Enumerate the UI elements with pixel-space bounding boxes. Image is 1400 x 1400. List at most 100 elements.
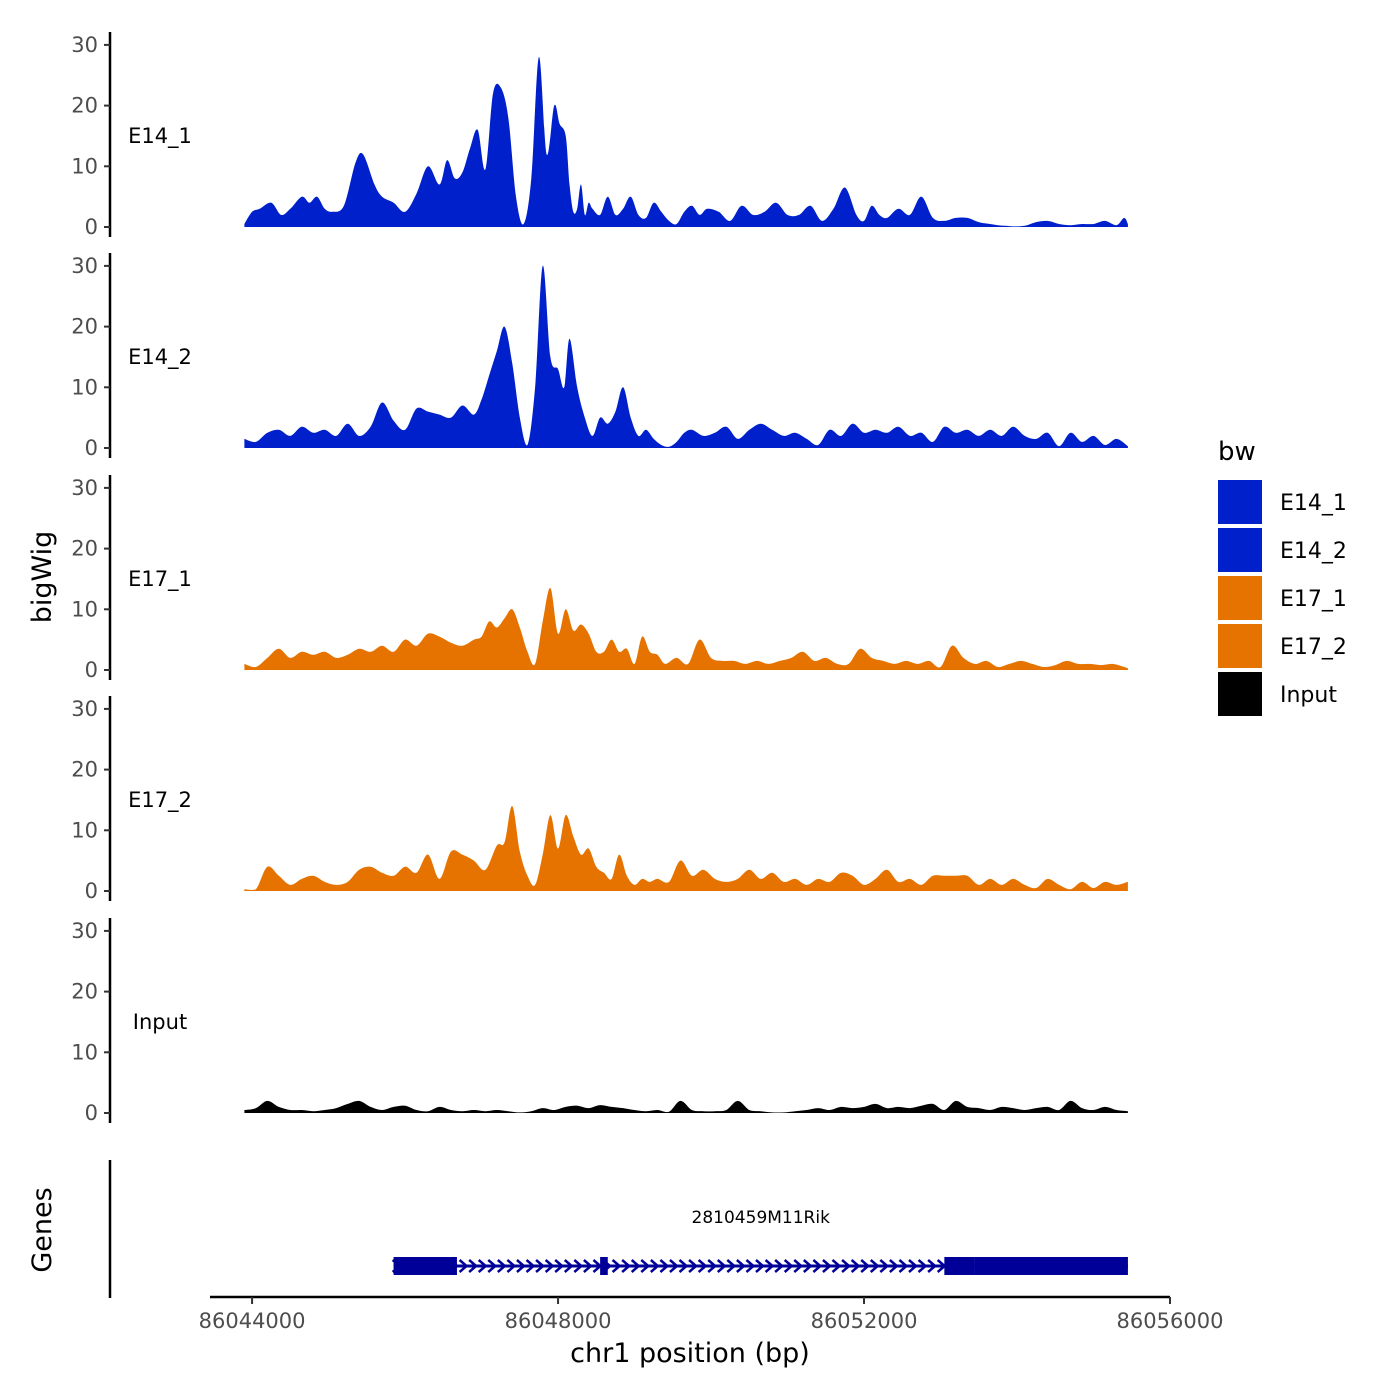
y-axis-title: bigWig	[27, 531, 58, 624]
legend-label-E17_2: E17_2	[1280, 635, 1347, 660]
strand-chevron	[879, 1259, 890, 1273]
strand-chevron	[669, 1259, 679, 1273]
track-label: E17_2	[128, 788, 192, 813]
strand-chevron	[477, 1259, 488, 1273]
y-tick-label: 20	[71, 315, 98, 339]
y-tick-label: 10	[71, 1040, 98, 1064]
y-tick-label: 20	[71, 94, 98, 118]
legend-title: bw	[1218, 437, 1256, 467]
y-tick-label: 20	[71, 537, 98, 561]
strand-chevron	[525, 1259, 536, 1273]
legend: bw E14_1 E14_2 E17_1 E17_2 Input	[1218, 437, 1347, 716]
strand-chevron	[860, 1259, 871, 1273]
strand-chevron	[688, 1259, 698, 1273]
strand-chevron	[755, 1259, 765, 1273]
track-label: Input	[133, 1010, 187, 1034]
legend-items: E14_1 E14_2 E17_1 E17_2 Input	[1218, 480, 1347, 716]
coverage-area-E14_1	[244, 56, 1128, 227]
y-tick-label: 0	[85, 658, 98, 682]
strand-chevron	[573, 1259, 584, 1273]
y-tick-label: 30	[71, 33, 98, 57]
strand-chevron	[850, 1259, 861, 1273]
y-tick-label: 10	[71, 597, 98, 621]
x-tick-label: 86048000	[505, 1309, 612, 1333]
coverage-area-E17_1	[244, 587, 1128, 670]
track-label: E14_2	[128, 345, 192, 370]
x-tick-label: 86044000	[199, 1309, 306, 1333]
track-label: E14_1	[128, 124, 192, 149]
strand-chevron	[736, 1259, 746, 1273]
strand-chevron	[544, 1259, 555, 1273]
strand-chevron	[774, 1259, 785, 1273]
x-tick-label: 86052000	[811, 1309, 918, 1333]
strand-chevron	[869, 1259, 880, 1273]
y-tick-label: 30	[71, 476, 98, 500]
gene-name: 2810459M11Rik	[692, 1208, 831, 1228]
strand-chevron	[468, 1259, 479, 1273]
strand-chevron	[563, 1259, 574, 1273]
y-tick-label: 10	[71, 375, 98, 399]
y-tick-label: 10	[71, 818, 98, 842]
gene-track: 2810459M11Rik	[108, 1160, 1129, 1298]
strand-chevron	[917, 1259, 928, 1273]
legend-label-E17_1: E17_1	[1280, 587, 1347, 612]
strand-chevron	[583, 1259, 593, 1273]
gene-exon	[393, 1257, 451, 1275]
strand-chevron	[506, 1259, 517, 1273]
legend-swatch-E17_2	[1218, 624, 1262, 668]
y-tick-label: 0	[85, 215, 98, 239]
y-tick-label: 30	[71, 919, 98, 943]
legend-label-E14_1: E14_1	[1280, 491, 1347, 516]
y-tick-label: 10	[71, 154, 98, 178]
gene-exon	[974, 1257, 1128, 1275]
strand-chevron	[640, 1259, 651, 1273]
strand-chevron	[621, 1259, 632, 1273]
strand-chevron	[516, 1259, 526, 1273]
y-tick-label: 20	[71, 980, 98, 1004]
strand-chevron	[726, 1259, 737, 1273]
strand-chevron	[831, 1259, 842, 1273]
strand-chevron	[554, 1259, 565, 1273]
x-axis-title: chr1 position (bp)	[570, 1338, 810, 1369]
legend-label-Input: Input	[1280, 683, 1337, 708]
strand-chevron	[611, 1259, 622, 1273]
legend-swatch-Input	[1218, 672, 1262, 716]
gene-exon	[600, 1257, 608, 1275]
strand-chevron	[678, 1259, 689, 1273]
strand-chevron	[764, 1259, 775, 1273]
strand-chevron	[649, 1259, 660, 1273]
strand-chevron	[745, 1259, 756, 1273]
y-tick-label: 30	[71, 697, 98, 721]
strand-chevron	[889, 1259, 899, 1273]
strand-chevron	[497, 1259, 507, 1273]
track-Input: 0 10 20 30 Input	[71, 918, 1128, 1125]
y-tick-label: 0	[85, 436, 98, 460]
strand-chevron	[802, 1259, 813, 1273]
legend-swatch-E14_1	[1218, 480, 1262, 524]
strand-chevron	[458, 1259, 469, 1273]
strand-chevron	[822, 1259, 832, 1273]
x-tick-label: 86056000	[1117, 1309, 1224, 1333]
coverage-area-E14_2	[244, 265, 1128, 448]
strand-chevron	[841, 1259, 851, 1273]
track-label: E17_1	[128, 567, 192, 592]
x-axis: 86044000 86048000 86052000 86056000	[199, 1295, 1224, 1333]
tracks-group: 0 10 20 30 E14_1 0 10 20 30 E14_2 0 10 20 30 E17_1 0 10 2…	[71, 32, 1128, 1125]
gene-exon	[944, 1257, 975, 1275]
strand-chevron	[908, 1259, 918, 1273]
strand-chevron	[783, 1259, 794, 1273]
y-tick-label: 0	[85, 879, 98, 903]
track-E17_1: 0 10 20 30 E17_1	[71, 475, 1128, 682]
strand-chevron	[716, 1259, 727, 1273]
legend-swatch-E17_1	[1218, 576, 1262, 620]
track-E14_1: 0 10 20 30 E14_1	[71, 32, 1128, 239]
y-tick-label: 0	[85, 1101, 98, 1125]
track-E14_2: 0 10 20 30 E14_2	[71, 253, 1128, 460]
legend-swatch-E14_2	[1218, 528, 1262, 572]
genes-axis-title: Genes	[27, 1187, 58, 1272]
strand-chevron	[697, 1259, 708, 1273]
strand-chevron	[898, 1259, 909, 1273]
track-E17_2: 0 10 20 30 E17_2	[71, 696, 1128, 903]
legend-label-E14_2: E14_2	[1280, 539, 1347, 564]
